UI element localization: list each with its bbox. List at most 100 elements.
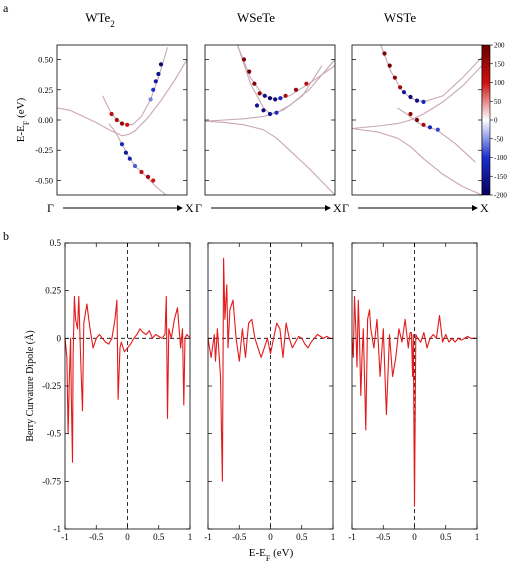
berry-curvature-point bbox=[267, 111, 273, 117]
y-tick-label: -0.25 bbox=[42, 381, 61, 391]
berry-curvature-point bbox=[273, 97, 278, 102]
subplot-frame bbox=[56, 44, 188, 196]
colorbar-gradient bbox=[481, 44, 491, 196]
band-lines bbox=[57, 47, 187, 195]
dipole-subplot: -1 -0.5 0 0.5 1 bbox=[204, 242, 336, 542]
berry-curvature-point bbox=[408, 111, 413, 117]
berry-curvature-point bbox=[158, 62, 164, 67]
colorbar-tick-label: -50 bbox=[494, 135, 504, 143]
arrow-head bbox=[472, 205, 478, 211]
y-tick-label: -0.5 bbox=[47, 429, 62, 439]
x-tick-label: 0 bbox=[268, 532, 273, 542]
berry-curvature-point bbox=[252, 81, 257, 86]
x-tick-label: 1 bbox=[475, 532, 480, 542]
x-point-label: X bbox=[185, 201, 194, 215]
band-line bbox=[236, 45, 323, 115]
panel-b-ylabel: Berry Curvature Dipole (Å) bbox=[24, 330, 36, 441]
panel-b-label: b bbox=[3, 229, 9, 243]
band-line bbox=[205, 120, 335, 195]
berry-curvature-point bbox=[421, 99, 426, 104]
y-tick-label: 0 bbox=[57, 333, 62, 343]
berry-curvature-point bbox=[125, 122, 130, 127]
band-lines bbox=[205, 45, 335, 195]
colorbar-tick-label: -200 bbox=[494, 192, 507, 200]
band-subplot: 0.50 0.25 0.00 -0.25 -0.50 Γ X bbox=[35, 44, 194, 215]
berry-curvature-point bbox=[401, 90, 407, 95]
berry-curvature-point bbox=[392, 75, 397, 80]
berry-curvature-point bbox=[153, 79, 158, 84]
x-tick-label: 1 bbox=[331, 532, 336, 542]
band-line bbox=[352, 65, 482, 130]
y-tick-label: -1 bbox=[54, 524, 62, 534]
berry-curvature-point bbox=[254, 103, 260, 108]
band-line bbox=[108, 123, 167, 195]
y-tick-label: -0.75 bbox=[42, 476, 61, 486]
band-line bbox=[57, 59, 187, 137]
berry-curvature-point bbox=[427, 125, 433, 130]
x-tick-label: 0.5 bbox=[440, 532, 452, 542]
colorbar-tick-label: 200 bbox=[494, 42, 505, 50]
x-tick-label: 0 bbox=[125, 532, 130, 542]
x-tick-label: -1 bbox=[348, 532, 356, 542]
gamma-label: Γ bbox=[195, 201, 202, 215]
colorbar-tick-label: 50 bbox=[494, 98, 502, 106]
colorbar: 200 150 100 50 0 -50 -100 -150 -200 bbox=[481, 42, 507, 200]
x-tick-label: 0.5 bbox=[153, 532, 165, 542]
x-tick-label: -0.5 bbox=[376, 532, 391, 542]
berry-curvature-point bbox=[293, 87, 299, 92]
berry-dipole-panel: Berry Curvature Dipole (Å) E-EF (eV) 0.5… bbox=[24, 238, 479, 563]
gamma-label: Γ bbox=[47, 201, 54, 215]
berry-curvature-point bbox=[274, 110, 279, 115]
berry-curvature-point bbox=[283, 93, 288, 98]
berry-curvature-point bbox=[408, 94, 413, 100]
arrow-head bbox=[177, 205, 183, 211]
y-tick-label: 0.50 bbox=[38, 55, 53, 65]
dipole-curve bbox=[64, 295, 191, 463]
berry-curvature-point bbox=[278, 96, 283, 101]
berry-curvature-point bbox=[151, 178, 156, 183]
dipole-subplot: 0.5 0.25 0 -0.25 -0.5 -0.75 -1-1 -0.5 0 0.5 1 bbox=[42, 238, 192, 542]
band-line bbox=[380, 45, 482, 103]
berry-curvature-point bbox=[132, 163, 138, 169]
colorbar-tick-label: -100 bbox=[494, 154, 507, 162]
y-tick-label: 0.25 bbox=[38, 85, 53, 95]
berry-curvature-point bbox=[114, 117, 119, 123]
colorbar-tick-label: -150 bbox=[494, 173, 507, 181]
y-tick-label: 0.00 bbox=[38, 115, 53, 125]
panel-a-label: a bbox=[3, 1, 9, 15]
berry-curvature-point bbox=[382, 51, 387, 56]
y-tick-label: -0.50 bbox=[35, 175, 53, 185]
x-tick-label: 0.5 bbox=[296, 532, 308, 542]
subplot-title-wsete: WSeTe bbox=[237, 10, 275, 25]
berry-curvature-point bbox=[151, 87, 156, 92]
x-tick-label: -0.5 bbox=[232, 532, 247, 542]
dipole-curve bbox=[207, 257, 333, 482]
berry-curvature-point bbox=[145, 174, 151, 179]
berry-curvature-point bbox=[257, 91, 262, 96]
band-lines bbox=[352, 45, 482, 195]
colorbar-tick-label: 0 bbox=[494, 117, 498, 125]
x-point-label: X bbox=[480, 201, 489, 215]
x-tick-label: 0 bbox=[412, 532, 417, 542]
x-tick-label: -1 bbox=[61, 532, 69, 542]
berry-curvature-point bbox=[435, 127, 440, 132]
panel-a-ylabel: E-EF (eV) bbox=[15, 97, 31, 142]
band-line bbox=[352, 127, 482, 195]
x-point-label: X bbox=[333, 201, 342, 215]
x-tick-label: -0.5 bbox=[89, 532, 104, 542]
y-tick-label: -0.25 bbox=[35, 145, 53, 155]
berry-curvature-point bbox=[156, 71, 161, 77]
berry-curvature-point bbox=[123, 150, 128, 155]
berry-curvature-point bbox=[267, 96, 273, 101]
colorbar-tick-label: 150 bbox=[494, 60, 505, 68]
band-structure-panel: WTe2 WSeTe WSTe E-EF (eV) 0.50 0.25 0.00 -0… bbox=[15, 10, 507, 215]
berry-curvature-point bbox=[304, 81, 309, 86]
arrow-head bbox=[325, 205, 331, 211]
berry-curvature-point bbox=[387, 63, 392, 68]
y-tick-label: 0.5 bbox=[50, 238, 62, 248]
y-tick-label: 0.25 bbox=[45, 286, 61, 296]
berry-curvature-point bbox=[421, 122, 426, 127]
berry-curvature-point bbox=[119, 142, 125, 147]
x-tick-label: -1 bbox=[204, 532, 212, 542]
